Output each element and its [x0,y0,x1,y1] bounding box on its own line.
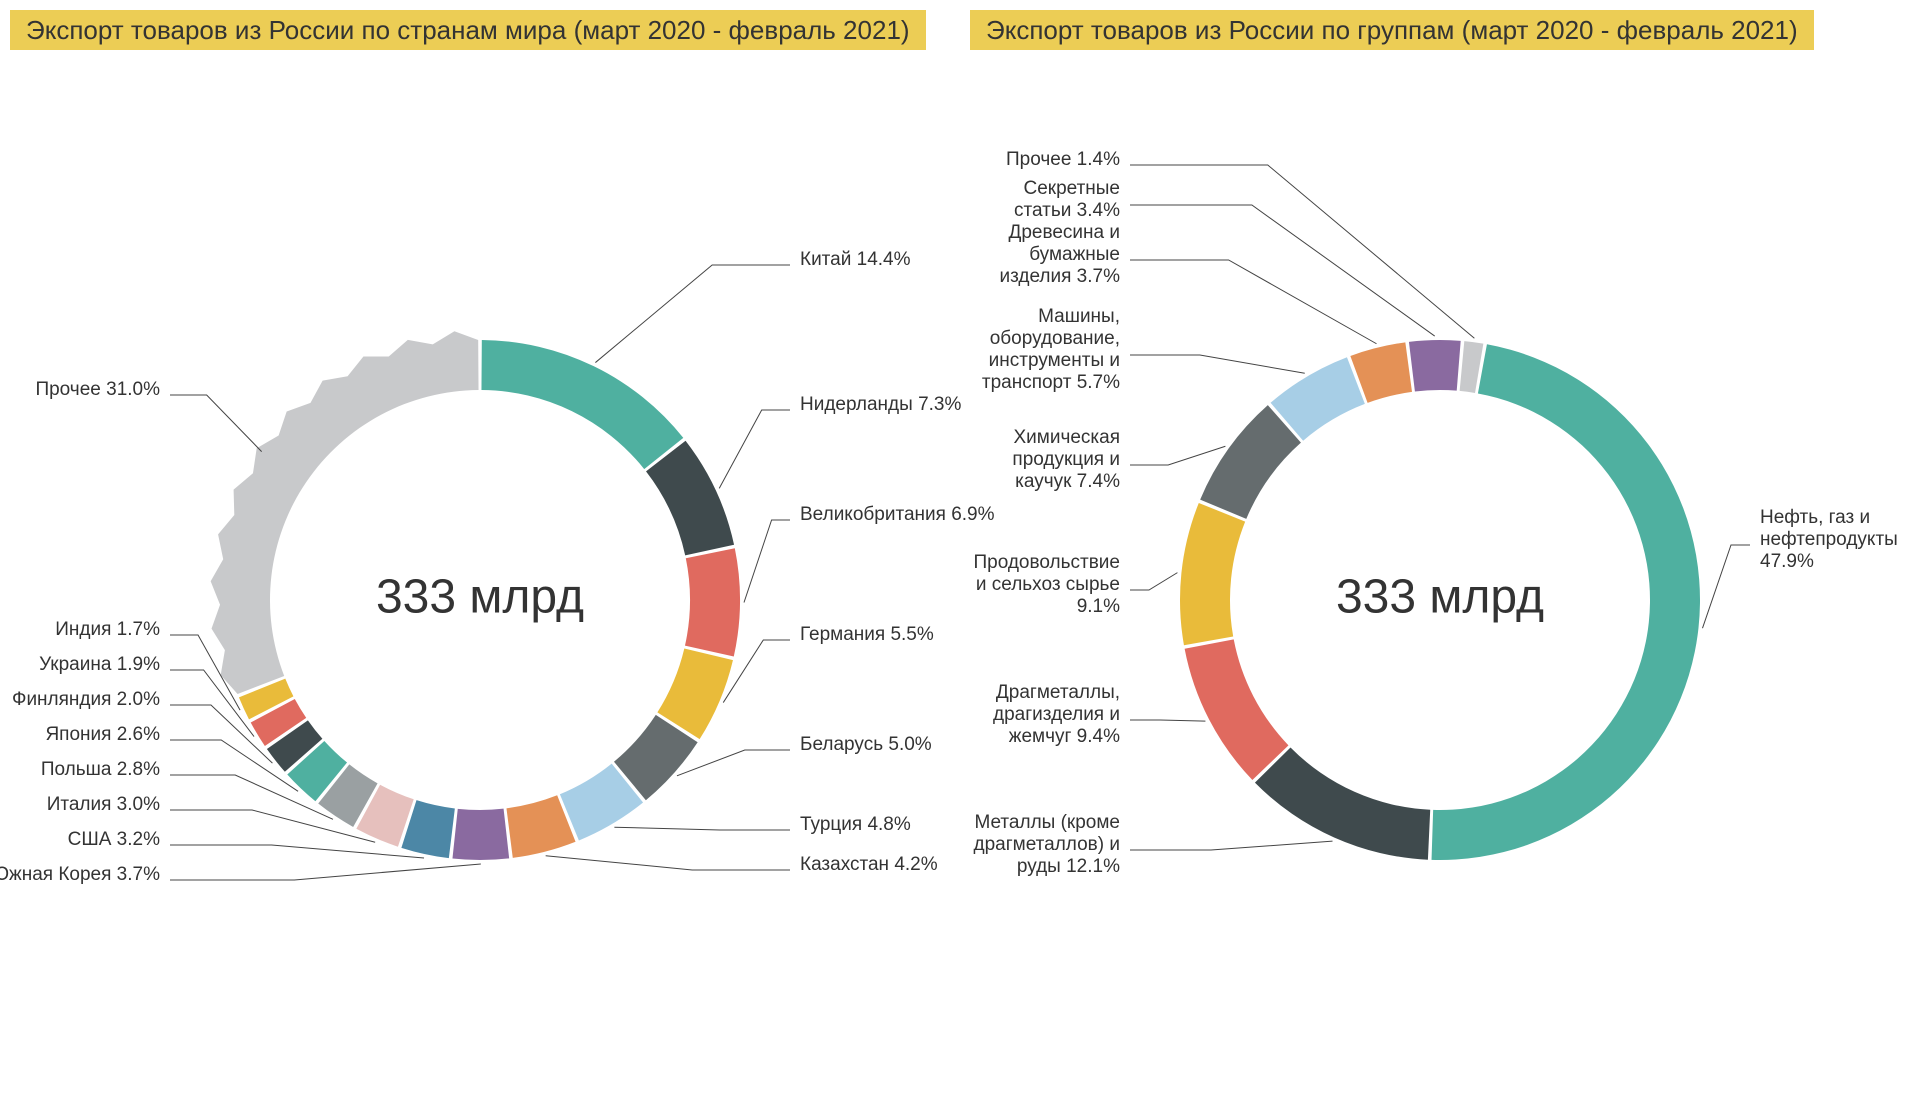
center-label: 333 млрд [1336,571,1544,624]
leader-line [170,395,262,452]
slice [685,548,740,656]
slice [1409,340,1461,392]
leader-line [1130,205,1435,336]
slice-label: Прочее 1.4% [1006,149,1120,170]
slice [481,340,683,469]
slice-label: Нефть, газ инефтепродукты47.9% [1760,507,1898,572]
slice-label: Южная Корея 3.7% [0,864,160,885]
leader-line [677,750,790,776]
slice-label: Великобритания 6.9% [800,504,995,525]
slice-label: Япония 2.6% [45,724,160,745]
leader-line [1130,260,1377,344]
slice [1200,405,1301,519]
slice [1180,503,1245,645]
leader-line [719,410,790,488]
slice-label: Германия 5.5% [800,624,934,645]
slice-label: Индия 1.7% [55,619,160,640]
leader-line [1130,573,1177,590]
slice-label: Турция 4.8% [800,814,911,835]
slice-label: Машины,оборудование,инструменты итранспо… [982,306,1120,393]
slice [452,809,509,860]
slice-label: Прочее 31.0% [35,379,160,400]
leader-line [170,845,424,858]
leader-line [1130,720,1205,721]
slice-label: Финляндия 2.0% [12,689,160,710]
slice-label: Китай 14.4% [800,249,911,270]
slice-label: Металлы (кромедрагметаллов) ируды 12.1% [974,812,1121,877]
donut: 333 млрд Китай 14.4% Нидерланды 7.3% Велико… [0,249,995,885]
center-label: 333 млрд [376,571,584,624]
leader-line [744,520,790,602]
slice [211,331,479,694]
slice-label: Нидерланды 7.3% [800,394,961,415]
slice-label: Секретныестатьи 3.4% [1014,178,1120,221]
leader-line [595,265,790,363]
leader-line [1130,355,1305,373]
slice-label: Драгметаллы,драгизделия ижемчуг 9.4% [993,682,1120,747]
slice [1185,639,1289,780]
slice-label: Химическаяпродукция икаучук 7.4% [1012,427,1120,492]
leader-line [170,864,481,880]
chart-svg: 333 млрд Китай 14.4% Нидерланды 7.3% Велико… [0,0,1920,1095]
slice [1255,747,1430,859]
page: Экспорт товаров из России по странам мир… [0,0,1920,1095]
leader-line [1130,841,1333,850]
leader-line [546,856,790,870]
leader-line [1130,165,1474,338]
slice-label: США 3.2% [68,829,160,850]
slice-label: Польша 2.8% [41,759,160,780]
slice [646,441,734,556]
leader-line [1130,446,1225,465]
slice-label: Продовольствиеи сельхоз сырье9.1% [973,552,1120,617]
donut: 333 млрд Нефть, газ инефтепродукты47.9% Ме… [973,149,1897,877]
leader-line [1702,545,1750,628]
slice-label: Украина 1.9% [39,654,160,675]
leader-line [614,827,790,830]
slice-label: Беларусь 5.0% [800,734,932,755]
slice-label: Италия 3.0% [47,794,160,815]
slice-label: Древесина ибумажныеизделия 3.7% [999,222,1120,287]
slice-label: Казахстан 4.2% [800,854,938,875]
